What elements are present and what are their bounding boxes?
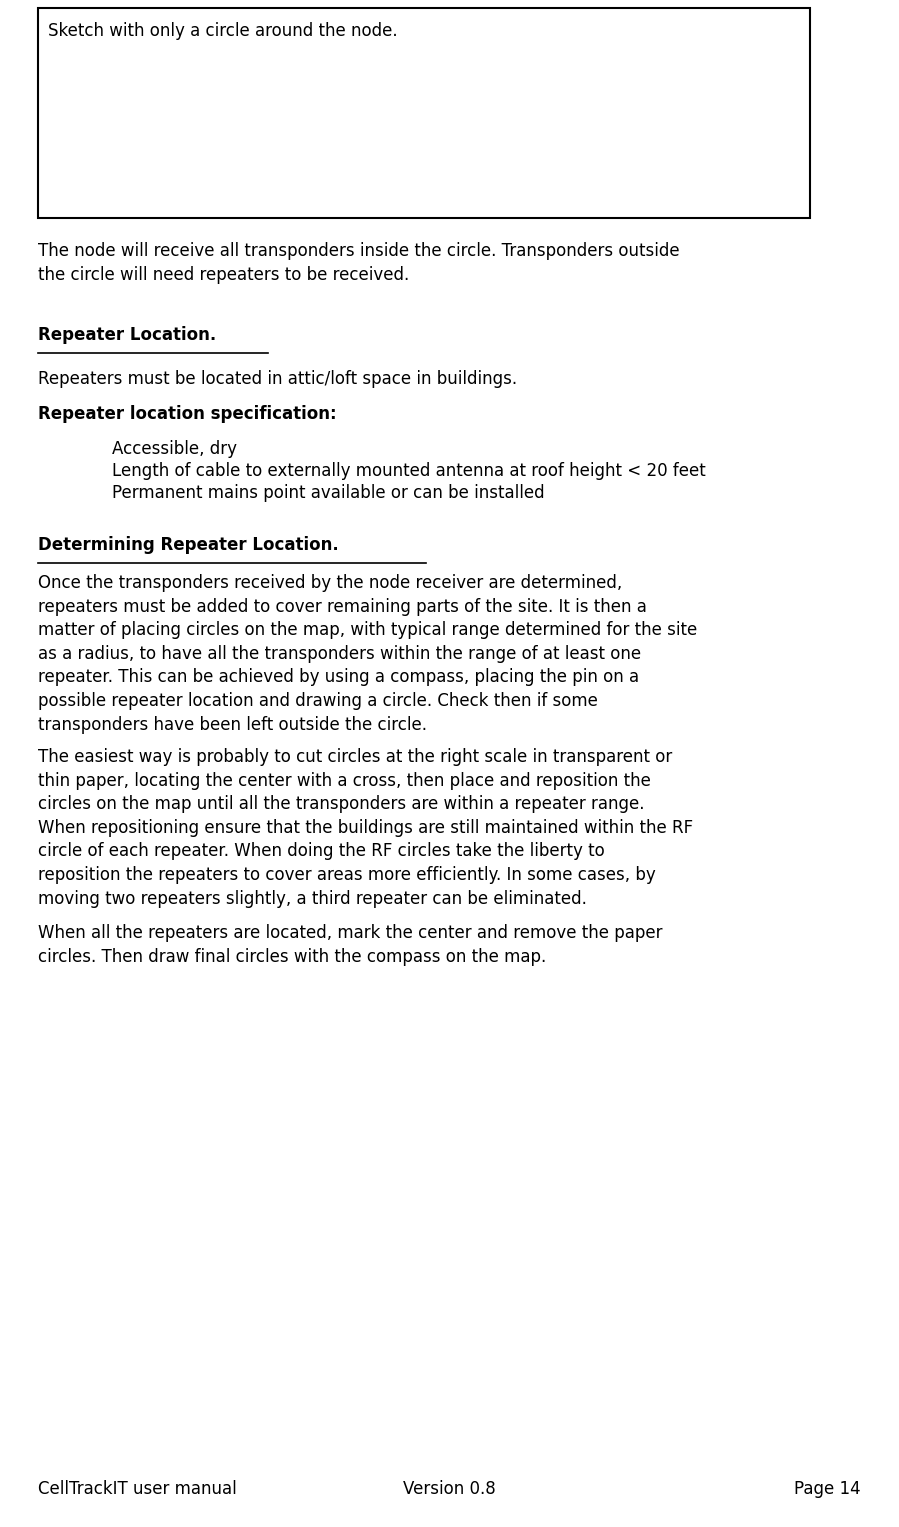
Text: The easiest way is probably to cut circles at the right scale in transparent or
: The easiest way is probably to cut circl… [38,748,693,907]
Text: Length of cable to externally mounted antenna at roof height < 20 feet: Length of cable to externally mounted an… [112,463,706,479]
Text: When all the repeaters are located, mark the center and remove the paper
circles: When all the repeaters are located, mark… [38,924,663,965]
Text: Repeaters must be located in attic/loft space in buildings.: Repeaters must be located in attic/loft … [38,370,517,388]
Text: Permanent mains point available or can be installed: Permanent mains point available or can b… [112,484,545,502]
Text: Repeater location specification:: Repeater location specification: [38,405,336,423]
Text: Page 14: Page 14 [795,1480,861,1498]
Bar [38,8,810,218]
Text: Determining Repeater Location.: Determining Repeater Location. [38,536,339,554]
Text: Once the transponders received by the node receiver are determined,
repeaters mu: Once the transponders received by the no… [38,574,698,733]
Text: Repeater Location.: Repeater Location. [38,325,217,344]
Text: CellTrackIT user manual: CellTrackIT user manual [38,1480,236,1498]
Text: Sketch with only a circle around the node.: Sketch with only a circle around the nod… [48,21,397,40]
Text: Accessible, dry: Accessible, dry [112,440,237,458]
Text: The node will receive all transponders inside the circle. Transponders outside
t: The node will receive all transponders i… [38,241,680,284]
Text: Version 0.8: Version 0.8 [403,1480,495,1498]
